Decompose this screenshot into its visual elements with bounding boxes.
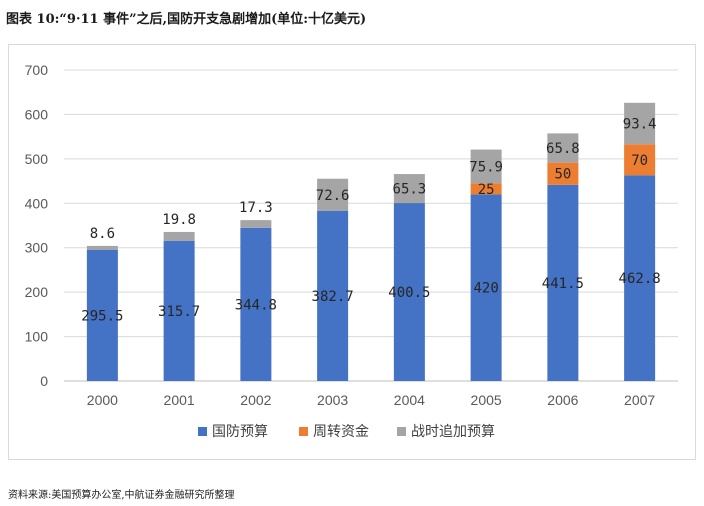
bar-segment xyxy=(393,203,425,381)
bar-segment xyxy=(86,249,118,381)
bar-segment xyxy=(624,102,656,145)
legend-label: 战时追加预算 xyxy=(411,424,495,440)
bar-segment xyxy=(547,162,579,185)
data-labels: 295.5 8.6 315.7 19.8 344.8 17.3 382.7 72.6 400.5… xyxy=(81,117,660,325)
legend-swatch xyxy=(397,427,406,436)
legend-swatch xyxy=(299,427,308,436)
y-tick-label: 500 xyxy=(25,151,49,167)
y-tick-label: 0 xyxy=(40,373,48,389)
bar-segment xyxy=(624,175,656,381)
data-label: 462.8 xyxy=(619,271,661,287)
bar-segment xyxy=(240,227,272,381)
y-axis-ticks: 0 100 200 300 400 500 600 700 xyxy=(25,62,49,389)
bar-segment xyxy=(317,178,349,211)
legend: 国防预算 周转资金 战时追加预算 xyxy=(198,424,495,440)
data-label: 93.4 xyxy=(623,117,657,133)
y-tick-label: 400 xyxy=(25,195,49,211)
data-label: 8.6 xyxy=(90,226,115,242)
x-tick-label: 2005 xyxy=(471,392,502,408)
y-tick-label: 100 xyxy=(25,329,49,345)
data-label: 72.6 xyxy=(316,188,350,204)
source-note: 资料来源:美国预算办公室,中航证券金融研究所整理 xyxy=(8,490,235,501)
data-label: 75.9 xyxy=(469,159,503,175)
gridlines xyxy=(64,69,678,382)
bar-segment xyxy=(547,133,579,163)
chart-frame xyxy=(8,44,696,460)
bar-segment xyxy=(393,174,425,204)
data-label: 420 xyxy=(473,281,498,297)
data-label: 25 xyxy=(478,182,495,198)
bars xyxy=(86,102,656,381)
legend-label: 国防预算 xyxy=(212,424,268,440)
x-tick-label: 2000 xyxy=(87,392,118,408)
legend-swatch xyxy=(198,427,207,436)
bar-segment xyxy=(470,194,502,381)
data-label: 17.3 xyxy=(239,200,273,216)
data-label: 315.7 xyxy=(158,304,200,320)
bar-segment xyxy=(624,144,656,176)
data-label: 19.8 xyxy=(162,212,196,228)
data-label: 400.5 xyxy=(388,285,430,301)
bar-segment xyxy=(547,184,579,381)
bar-segment xyxy=(317,210,349,381)
x-tick-label: 2006 xyxy=(547,392,578,408)
x-axis-ticks: 2000 2001 2002 2003 2004 2005 2006 2007 xyxy=(87,392,656,408)
bar-segment xyxy=(163,231,195,241)
data-label: 50 xyxy=(554,167,571,183)
data-label: 382.7 xyxy=(312,289,354,305)
bar-segment xyxy=(240,220,272,228)
data-label: 344.8 xyxy=(235,297,277,313)
data-label: 65.3 xyxy=(393,182,427,198)
y-tick-label: 700 xyxy=(25,62,49,78)
legend-label: 周转资金 xyxy=(313,424,369,440)
data-label: 70 xyxy=(631,153,648,169)
bar-segment xyxy=(86,245,118,250)
x-tick-label: 2004 xyxy=(394,392,425,408)
data-label: 65.8 xyxy=(546,141,580,157)
x-tick-label: 2003 xyxy=(317,392,348,408)
x-tick-label: 2002 xyxy=(240,392,271,408)
bar-segment xyxy=(470,183,502,195)
bar-segment xyxy=(470,149,502,184)
y-tick-label: 600 xyxy=(25,106,49,122)
data-label: 295.5 xyxy=(81,308,123,324)
x-tick-label: 2001 xyxy=(164,392,195,408)
y-tick-label: 300 xyxy=(25,240,49,256)
bar-segment xyxy=(163,240,195,381)
x-tick-label: 2007 xyxy=(624,392,655,408)
data-label: 441.5 xyxy=(542,276,584,292)
chart-title: 图表 10:“9·11 事件”之后,国防开支急剧增加(单位:十亿美元) xyxy=(6,12,367,27)
y-tick-label: 200 xyxy=(25,284,49,300)
